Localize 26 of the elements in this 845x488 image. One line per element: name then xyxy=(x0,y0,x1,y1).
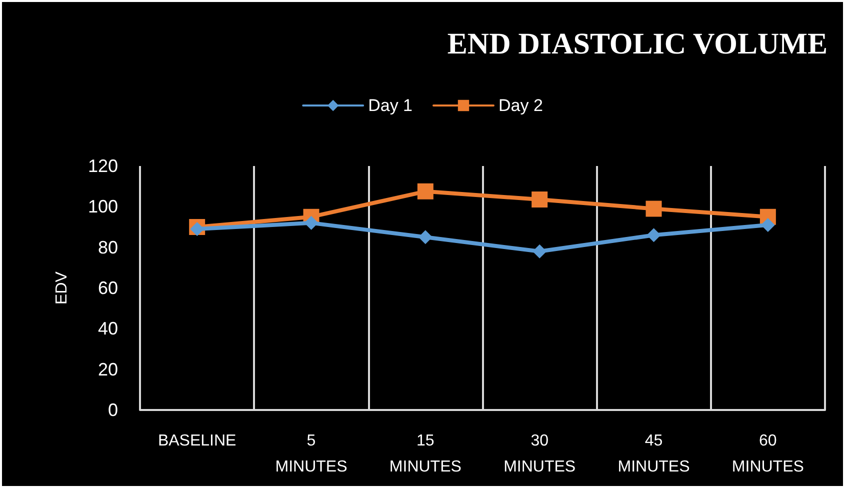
y-tick-label: 120 xyxy=(88,156,118,176)
legend-label: Day 2 xyxy=(498,96,543,115)
point xyxy=(417,183,434,200)
point xyxy=(532,244,547,258)
point xyxy=(190,222,204,236)
y-tick-label: 60 xyxy=(98,278,118,298)
point xyxy=(760,218,775,232)
x-tick-label: 45 MINUTES xyxy=(618,432,690,476)
y-tick-label: 20 xyxy=(98,359,118,380)
point xyxy=(532,192,548,208)
point xyxy=(646,200,662,217)
x-tick-label: 30 MINUTES xyxy=(504,432,576,476)
point xyxy=(418,230,432,244)
point xyxy=(304,216,318,230)
y-axis-title: EDV xyxy=(54,271,70,304)
y-tick-label: 80 xyxy=(98,237,118,258)
x-tick-label: BASELINE xyxy=(158,432,236,450)
x-tick-label: 60 MINUTES xyxy=(732,432,804,476)
x-tick-label: 5 MINUTES xyxy=(275,432,348,476)
y-tick-label: 0 xyxy=(108,400,118,420)
chart-title: END DIASTOLIC VOLUME xyxy=(447,28,828,60)
y-tick-label: 40 xyxy=(98,318,118,339)
y-tick-label: 100 xyxy=(88,196,118,217)
point xyxy=(646,228,661,242)
legend-label: Day 1 xyxy=(368,96,413,115)
x-tick-label: 15 MINUTES xyxy=(389,432,462,476)
